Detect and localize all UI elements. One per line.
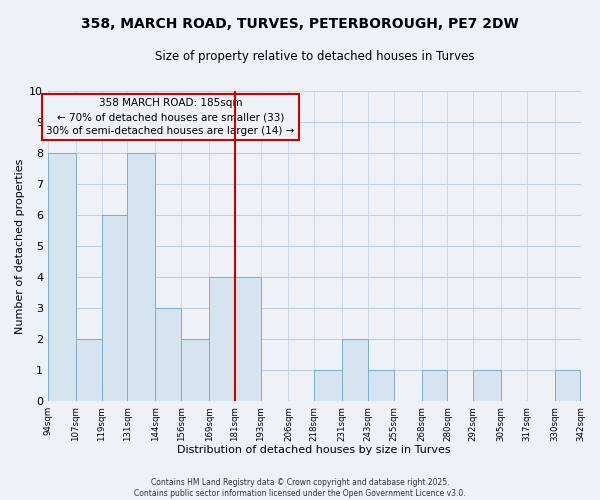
- Bar: [102, 215, 127, 401]
- Bar: [48, 152, 76, 401]
- Text: 358, MARCH ROAD, TURVES, PETERBOROUGH, PE7 2DW: 358, MARCH ROAD, TURVES, PETERBOROUGH, P…: [81, 18, 519, 32]
- Bar: [155, 308, 181, 401]
- Bar: [368, 370, 394, 401]
- Bar: [314, 370, 342, 401]
- Bar: [76, 339, 102, 401]
- Title: Size of property relative to detached houses in Turves: Size of property relative to detached ho…: [155, 50, 474, 63]
- Bar: [127, 152, 155, 401]
- X-axis label: Distribution of detached houses by size in Turves: Distribution of detached houses by size …: [178, 445, 451, 455]
- Bar: [181, 339, 209, 401]
- Bar: [473, 370, 501, 401]
- Bar: [209, 277, 235, 401]
- Y-axis label: Number of detached properties: Number of detached properties: [15, 158, 25, 334]
- Bar: [235, 277, 260, 401]
- Text: 358 MARCH ROAD: 185sqm
← 70% of detached houses are smaller (33)
30% of semi-det: 358 MARCH ROAD: 185sqm ← 70% of detached…: [46, 98, 295, 136]
- Bar: [555, 370, 580, 401]
- Bar: [422, 370, 448, 401]
- Bar: [342, 339, 368, 401]
- Text: Contains HM Land Registry data © Crown copyright and database right 2025.
Contai: Contains HM Land Registry data © Crown c…: [134, 478, 466, 498]
